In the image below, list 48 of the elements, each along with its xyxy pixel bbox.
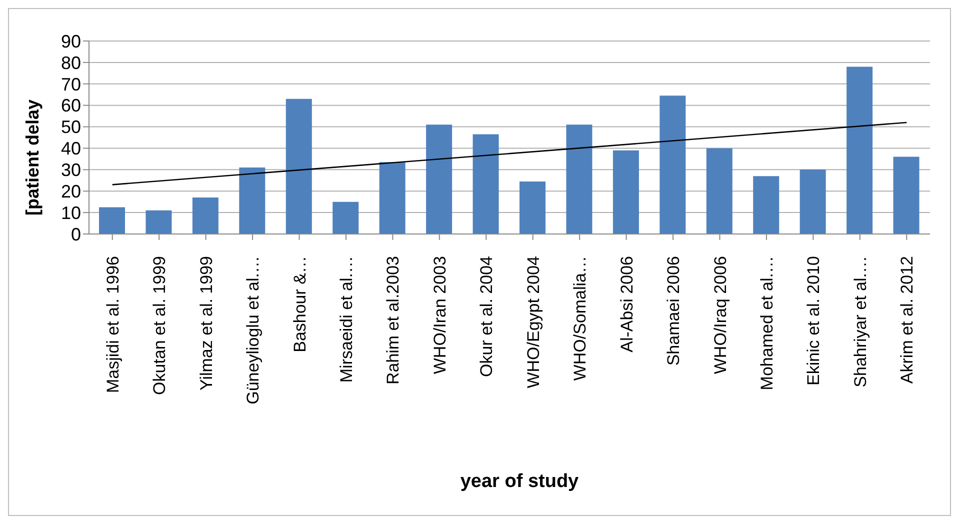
x-tick-label: Ekinic et al. 2010 xyxy=(804,256,824,386)
bar xyxy=(332,202,359,234)
x-tick-label: Shamaei 2006 xyxy=(664,256,684,366)
y-axis-title: [patient delay xyxy=(22,99,42,216)
bar xyxy=(753,176,780,234)
y-tick-label: 10 xyxy=(60,202,81,223)
bar xyxy=(192,198,218,234)
x-tick-label: WHO/Iraq 2006 xyxy=(710,256,730,374)
x-tick-label: Rahim et al.2003 xyxy=(384,256,403,385)
x-tick-label: Masjidi et al. 1996 xyxy=(103,256,122,394)
x-tick-label: Okutan et al. 1999 xyxy=(150,256,170,395)
y-tick-label: 20 xyxy=(60,182,81,202)
x-tick-label: Bashour &… xyxy=(290,256,310,352)
y-tick-label: 60 xyxy=(60,96,81,116)
bar xyxy=(893,156,920,234)
y-tick-label: 90 xyxy=(60,31,81,52)
bar xyxy=(239,168,266,234)
bar xyxy=(520,181,546,234)
x-tick-label: Mirsaeidi et al.… xyxy=(336,256,356,383)
bar xyxy=(286,98,312,234)
y-tick-label: 30 xyxy=(60,160,81,180)
x-tick-label: Güneylioglu et al.… xyxy=(244,256,263,404)
y-tick-label: 80 xyxy=(60,52,81,73)
y-tick-label: 70 xyxy=(60,74,81,94)
bar xyxy=(426,124,452,234)
y-tick-label: 50 xyxy=(60,117,81,138)
y-tick-label: 0 xyxy=(70,224,81,244)
x-tick-label: Shahriyar et al.… xyxy=(850,256,870,388)
bar xyxy=(472,134,499,234)
x-tick-label: Al-Absi 2006 xyxy=(617,256,636,352)
x-tick-label: Akrim et al. 2012 xyxy=(898,256,917,384)
bar xyxy=(706,148,732,234)
bar xyxy=(846,66,873,234)
bar xyxy=(146,210,172,234)
bar xyxy=(800,170,826,234)
x-axis-title: year of study xyxy=(459,471,580,493)
bar xyxy=(660,96,686,234)
x-tick-label: Yilmaz et al. 1999 xyxy=(196,256,216,390)
bar xyxy=(99,207,125,234)
x-tick-label: Okur et al. 2004 xyxy=(477,256,496,377)
y-tick-label: 40 xyxy=(60,138,81,159)
bar xyxy=(612,150,639,234)
x-tick-label: WHO/Iran 2003 xyxy=(430,256,450,374)
x-tick-label: Mohamed et al.… xyxy=(757,256,776,390)
x-tick-label: WHO/Egypt 2004 xyxy=(524,256,543,388)
bar xyxy=(379,162,406,234)
x-tick-label: WHO/Somalia… xyxy=(570,256,590,381)
bar xyxy=(566,124,592,234)
